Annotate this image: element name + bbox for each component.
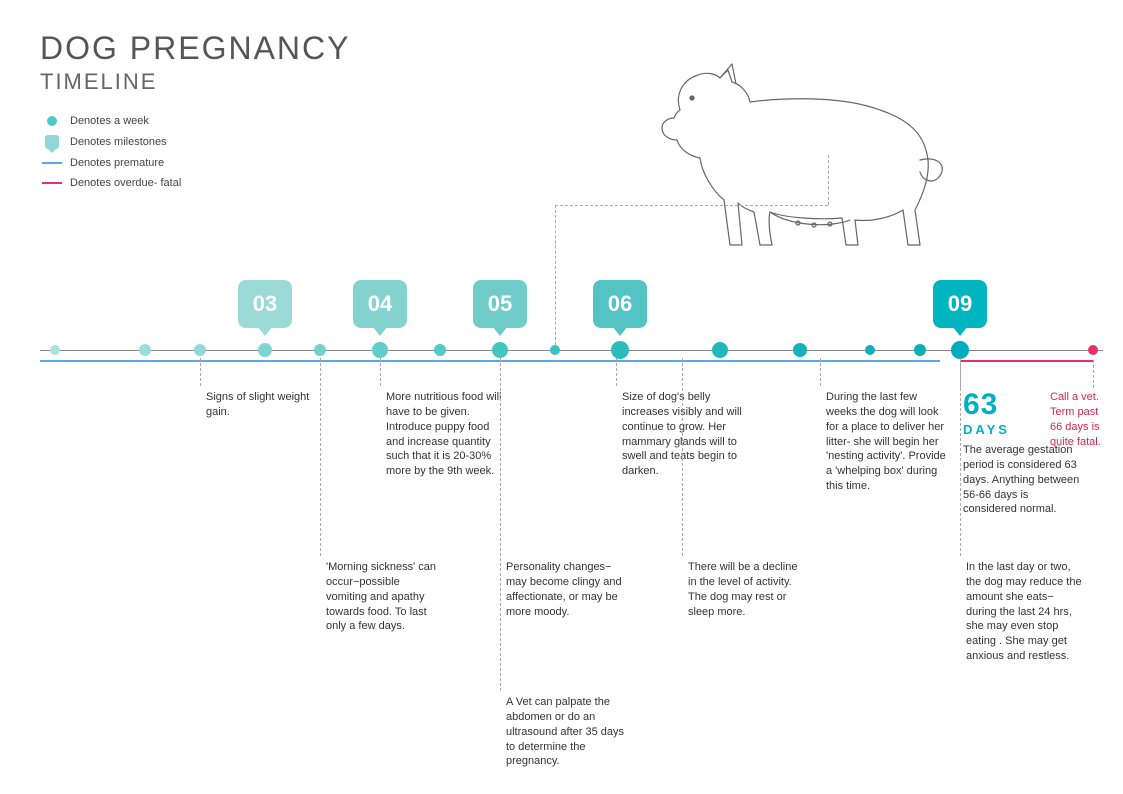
milestone-badge: 04 xyxy=(353,280,407,328)
week-dot xyxy=(793,343,807,357)
overdue-note: Call a vet. Term past 66 days is quite f… xyxy=(1050,390,1110,449)
milestone-label: 04 xyxy=(368,291,392,317)
timeline-note: During the last few weeks the dog will l… xyxy=(826,390,951,494)
note-connector xyxy=(380,358,381,386)
dog-illustration xyxy=(620,40,960,265)
week-dot xyxy=(611,341,629,359)
milestone-badge: 03 xyxy=(238,280,292,328)
milestone-badge: 05 xyxy=(473,280,527,328)
title-block: DOG PREGNANCY TIMELINE xyxy=(40,30,350,95)
week-dot xyxy=(139,344,151,356)
connector-line xyxy=(828,155,829,205)
note-connector xyxy=(682,358,683,556)
note-connector xyxy=(500,358,501,691)
note-connector xyxy=(200,358,201,386)
milestone-badge: 06 xyxy=(593,280,647,328)
page-title: DOG PREGNANCY xyxy=(40,30,350,67)
week-dot xyxy=(50,345,60,355)
legend-row: Denotes milestones xyxy=(40,135,181,149)
legend-label: Denotes milestones xyxy=(70,136,167,148)
page-subtitle: TIMELINE xyxy=(40,69,350,95)
legend-icon xyxy=(40,116,64,126)
milestone-label: 03 xyxy=(253,291,277,317)
connector-line xyxy=(555,205,556,350)
note-connector xyxy=(820,358,821,386)
week-dot xyxy=(865,345,875,355)
days-63-desc: The average gestation period is consider… xyxy=(963,443,1085,517)
milestone-label: 05 xyxy=(488,291,512,317)
week-dot xyxy=(434,344,446,356)
milestone-badge: 09 xyxy=(933,280,987,328)
legend-row: Denotes premature xyxy=(40,157,181,169)
week-dot xyxy=(914,344,926,356)
timeline-note: 'Morning sickness' can occur−possible vo… xyxy=(326,560,441,634)
connector-line xyxy=(555,205,828,206)
week-dot xyxy=(194,344,206,356)
week-dot xyxy=(712,342,728,358)
overdue-end-dot xyxy=(1088,345,1098,355)
note-connector xyxy=(320,358,321,556)
overdue-line xyxy=(960,360,1093,362)
legend-label: Denotes premature xyxy=(70,157,164,169)
legend-icon xyxy=(40,135,64,149)
legend-row: Denotes overdue- fatal xyxy=(40,177,181,189)
timeline-note: In the last day or two, the dog may redu… xyxy=(966,560,1086,664)
milestone-label: 06 xyxy=(608,291,632,317)
note-connector xyxy=(1093,360,1094,388)
legend-label: Denotes a week xyxy=(70,115,149,127)
note-connector xyxy=(960,360,961,388)
timeline-note: More nutritious food will have to be giv… xyxy=(386,390,506,479)
timeline-note: A Vet can palpate the abdomen or do an u… xyxy=(506,695,626,769)
note-connector xyxy=(616,358,617,386)
timeline-note: Signs of slight weight gain. xyxy=(206,390,316,420)
week-dot xyxy=(550,345,560,355)
legend: Denotes a week Denotes milestones Denotes … xyxy=(40,115,181,197)
week-dot xyxy=(492,342,508,358)
week-dot xyxy=(314,344,326,356)
milestone-label: 09 xyxy=(948,291,972,317)
week-dot xyxy=(258,343,272,357)
week-dot xyxy=(951,341,969,359)
timeline-note: There will be a decline in the level of … xyxy=(688,560,808,619)
timeline-note: Personality changes− may become clingy a… xyxy=(506,560,626,619)
premature-line xyxy=(40,360,940,362)
week-dot xyxy=(372,342,388,358)
legend-row: Denotes a week xyxy=(40,115,181,127)
legend-label: Denotes overdue- fatal xyxy=(70,177,181,189)
legend-icon xyxy=(40,182,64,184)
legend-icon xyxy=(40,162,64,164)
